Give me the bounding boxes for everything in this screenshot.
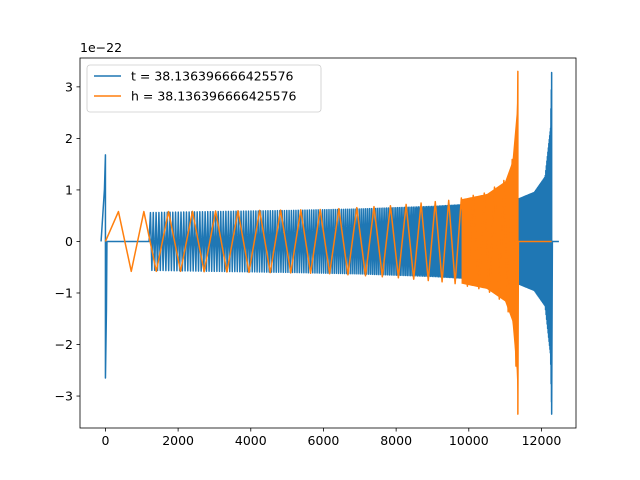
x-tick-label: 4000: [235, 433, 267, 448]
x-tick-label: 2000: [162, 433, 194, 448]
legend: t = 38.136396666425576 h = 38.1363966664…: [86, 64, 322, 113]
x-tick-label: 8000: [380, 433, 412, 448]
y-axis-ticks: −3 −2 −1 0 1 2 3: [55, 79, 80, 404]
axes-frame: [79, 57, 577, 429]
y-offset-label: 1e−22: [80, 40, 122, 55]
x-tick-label: 10000: [449, 433, 489, 448]
y-tick-label: −1: [55, 285, 73, 300]
y-tick-label: 0: [65, 234, 73, 249]
x-tick-label: 12000: [522, 433, 562, 448]
x-tick-label: 0: [101, 433, 109, 448]
series-line-h: [104, 70, 552, 415]
y-tick-label: 2: [65, 131, 73, 146]
legend-frame: [86, 64, 322, 113]
legend-label-t: t = 38.136396666425576: [131, 69, 294, 84]
legend-label-h: h = 38.136396666425576: [131, 89, 297, 104]
y-tick-label: 1: [65, 182, 73, 197]
x-tick-label: 6000: [308, 433, 340, 448]
y-tick-label: 3: [65, 79, 73, 94]
x-axis-ticks: 0 2000 4000 6000 8000 10000 12000: [101, 428, 561, 448]
y-tick-label: −3: [55, 389, 73, 404]
series-layer: [100, 70, 559, 415]
y-tick-label: −2: [55, 337, 73, 352]
series-envelope-h: [461, 82, 518, 401]
